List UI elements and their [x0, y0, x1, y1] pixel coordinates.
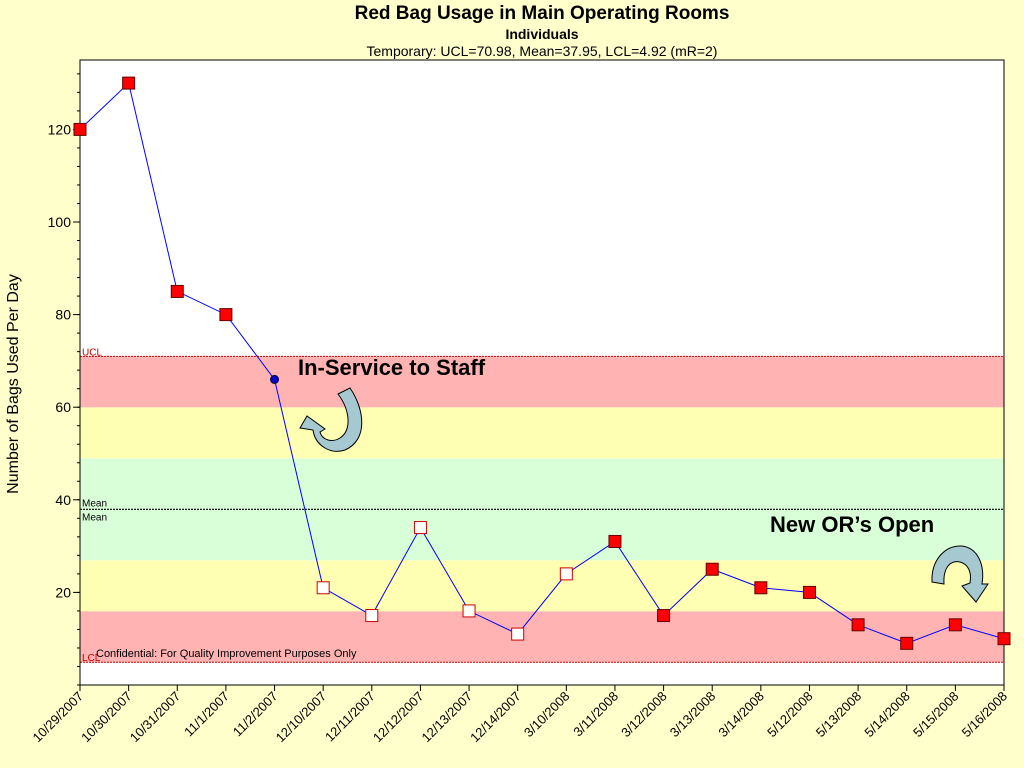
x-tick-label: 10/30/2007 [78, 689, 135, 746]
annotation-in-service: In-Service to Staff [298, 355, 486, 380]
y-tick-label: 100 [48, 214, 72, 230]
zone-band [80, 560, 1004, 612]
data-point [122, 76, 136, 90]
x-tick-label: 11/2/2007 [230, 689, 281, 740]
mean-label: Mean [82, 512, 107, 523]
x-tick-label: 3/13/2008 [667, 689, 719, 741]
confidential-note: Confidential: For Quality Improvement Pu… [96, 648, 357, 660]
series-line [79, 82, 1005, 644]
x-tick-label: 11/1/2007 [181, 689, 232, 740]
data-point [900, 636, 914, 650]
y-tick-label: 20 [55, 584, 71, 600]
data-point [608, 534, 622, 548]
y-tick-label: 40 [55, 492, 71, 508]
data-point [657, 609, 671, 623]
annotation-new-or: New OR’s Open [770, 512, 934, 537]
data-point [270, 374, 280, 384]
ucl-label: UCL [82, 347, 102, 358]
x-tick-label: 10/31/2007 [127, 689, 184, 746]
data-point [705, 562, 719, 576]
data-point [462, 604, 476, 618]
control-limits-text: Temporary: UCL=70.98, Mean=37.95, LCL=4.… [366, 43, 718, 59]
x-tick-label: 3/11/2008 [570, 689, 621, 740]
curved-arrow-icon [299, 387, 363, 452]
x-tick-label: 3/14/2008 [715, 689, 767, 741]
y-tick-label: 80 [55, 307, 71, 323]
data-point [754, 581, 768, 595]
x-tick-label: 5/15/2008 [910, 689, 962, 741]
x-tick-label: 12/13/2007 [419, 689, 476, 746]
data-point [413, 521, 427, 535]
data-point [802, 585, 816, 599]
data-point [219, 308, 233, 322]
x-tick-label: 5/14/2008 [861, 689, 913, 741]
zone-band [80, 407, 1004, 459]
data-point [511, 627, 525, 641]
x-tick-label: 5/13/2008 [813, 689, 865, 741]
x-tick-label: 12/10/2007 [273, 689, 330, 746]
data-point [948, 618, 962, 632]
data-point [73, 122, 87, 136]
x-tick-label: 12/12/2007 [370, 689, 427, 746]
x-tick-label: 3/12/2008 [618, 689, 670, 741]
curved-arrow-icon [931, 545, 989, 603]
lcl-label: LCL [82, 653, 101, 664]
x-tick-label: 12/11/2007 [322, 689, 378, 745]
y-tick-label: 60 [55, 399, 71, 415]
x-tick-label: 5/16/2008 [959, 689, 1011, 741]
data-point [559, 567, 573, 581]
data-point [365, 609, 379, 623]
zone-band [80, 356, 1004, 408]
y-tick-label: 120 [48, 121, 72, 137]
chart-title: Red Bag Usage in Main Operating Rooms [354, 3, 730, 24]
chart-subtitle: Individuals [505, 26, 579, 42]
x-tick-label: 10/29/2007 [29, 689, 86, 746]
x-tick-label: 5/12/2008 [764, 689, 816, 741]
x-tick-label: 12/14/2007 [467, 689, 524, 746]
data-point [851, 618, 865, 632]
plot-border [79, 59, 1005, 686]
mean-label: Mean [82, 498, 107, 509]
data-point [997, 632, 1011, 646]
data-point [316, 581, 330, 595]
data-point [170, 284, 184, 298]
x-tick-label: 3/10/2008 [521, 689, 573, 741]
